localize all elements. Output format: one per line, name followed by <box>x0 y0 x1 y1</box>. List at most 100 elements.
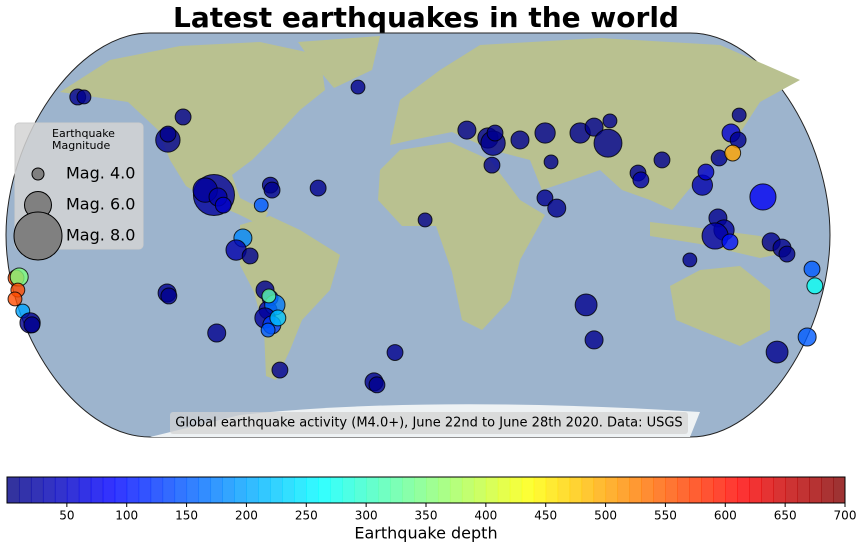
earthquake-marker <box>682 252 698 268</box>
earthquake-marker <box>207 323 227 343</box>
colorbar-tick-label: 200 <box>235 509 258 523</box>
colorbar-tick-label: 400 <box>474 509 497 523</box>
colorbar-cell <box>509 477 523 503</box>
colorbar-cell <box>114 477 128 503</box>
colorbar-tick-label: 50 <box>59 509 74 523</box>
legend-label: Mag. 6.0 <box>66 195 135 214</box>
colorbar-cell <box>689 477 702 503</box>
earthquake-marker <box>721 233 739 251</box>
annotation-text: Global earthquake activity (M4.0+), June… <box>175 416 682 431</box>
colorbar-cell <box>294 477 307 503</box>
earthquake-marker <box>7 291 23 307</box>
colorbar-cell <box>342 477 355 503</box>
earthquake-marker <box>386 344 404 361</box>
earthquake-marker <box>534 122 556 144</box>
colorbar-cell <box>437 477 451 503</box>
colorbar-cell <box>126 477 140 503</box>
colorbar-cell <box>557 477 571 503</box>
legend-marker <box>31 167 45 181</box>
earthquake-marker <box>749 183 777 211</box>
colorbar-cell <box>821 477 834 503</box>
colorbar-cell <box>102 477 116 503</box>
colorbar-cell <box>497 477 511 503</box>
colorbar-cell <box>533 477 547 503</box>
colorbar-cell <box>485 477 499 503</box>
annotation: Global earthquake activity (M4.0+), June… <box>170 412 688 434</box>
earthquake-marker <box>584 117 604 137</box>
title: Latest earthquakes in the world <box>173 1 679 34</box>
earthquake-marker <box>160 287 178 305</box>
colorbar-cell <box>593 477 607 503</box>
colorbar-tick-label: 100 <box>115 509 138 523</box>
colorbar-cell <box>545 477 559 503</box>
earthquake-marker <box>778 245 796 263</box>
legend-title: Magnitude <box>52 139 111 152</box>
earthquakes <box>7 79 824 394</box>
colorbar-cell <box>569 477 583 503</box>
earthquake-marker <box>697 163 715 181</box>
colorbar-cell <box>414 477 427 503</box>
earthquake-marker <box>174 108 192 126</box>
colorbar-cell <box>833 477 846 503</box>
colorbar-cell <box>737 477 750 503</box>
colorbar-cell <box>390 477 403 503</box>
earthquake-marker <box>271 361 289 379</box>
colorbar-tick-label: 600 <box>714 509 737 523</box>
colorbar-cell <box>90 477 104 503</box>
earthquake-marker <box>724 144 742 162</box>
colorbar-cell <box>653 477 666 503</box>
colorbar-cell <box>174 477 188 503</box>
colorbar-tick-label: 150 <box>175 509 198 523</box>
colorbar-cell <box>521 477 535 503</box>
colorbar-cell <box>473 477 487 503</box>
colorbar-cell <box>617 477 631 503</box>
colorbar-cell <box>7 477 20 503</box>
colorbar-cell <box>785 477 798 503</box>
colorbar-tick-label: 550 <box>654 509 677 523</box>
earthquake-marker <box>547 198 567 218</box>
colorbar-cell <box>725 477 738 503</box>
legend-title: Earthquake <box>52 127 115 140</box>
earthquake-marker <box>510 130 530 150</box>
earthquake-marker <box>260 322 276 338</box>
earthquake-marker <box>806 277 824 295</box>
colorbar-cell <box>677 477 690 503</box>
colorbar-cell <box>366 477 379 503</box>
colorbar-cell <box>665 477 678 503</box>
colorbar-cell <box>749 477 762 503</box>
colorbar-cell <box>270 477 283 503</box>
earthquake-marker <box>457 120 477 140</box>
earthquake-marker <box>536 189 554 207</box>
earthquake-marker <box>765 340 789 364</box>
earthquake-marker <box>632 171 650 189</box>
colorbar-cell <box>354 477 367 503</box>
colorbar-cell <box>150 477 164 503</box>
colorbar-cell <box>282 477 295 503</box>
colorbar-cell <box>138 477 152 503</box>
earthquake-marker <box>214 196 232 214</box>
colorbar-cell <box>797 477 810 503</box>
earthquake-marker <box>543 154 559 170</box>
colorbar-cell <box>605 477 619 503</box>
colorbar-cell <box>773 477 786 503</box>
colorbar-cell <box>18 477 32 503</box>
colorbar-cell <box>66 477 80 503</box>
earthquake-marker <box>159 125 177 143</box>
colorbar-tick-label: 700 <box>834 509 857 523</box>
colorbar-cell <box>30 477 44 503</box>
colorbar-cell <box>461 477 475 503</box>
colorbar-cell <box>258 477 271 503</box>
earthquake-marker <box>368 376 386 394</box>
annotation-box <box>170 412 688 434</box>
colorbar-cell <box>318 477 331 503</box>
colorbar-tick-label: 500 <box>594 509 617 523</box>
colorbar-cell <box>449 477 463 503</box>
earthquake-marker <box>269 309 287 327</box>
earthquake-marker <box>602 113 618 129</box>
earthquake-marker <box>261 288 277 304</box>
earthquake-marker <box>584 330 604 350</box>
colorbar-cell <box>78 477 92 503</box>
colorbar-cell <box>581 477 595 503</box>
colorbar-cell <box>246 477 259 503</box>
